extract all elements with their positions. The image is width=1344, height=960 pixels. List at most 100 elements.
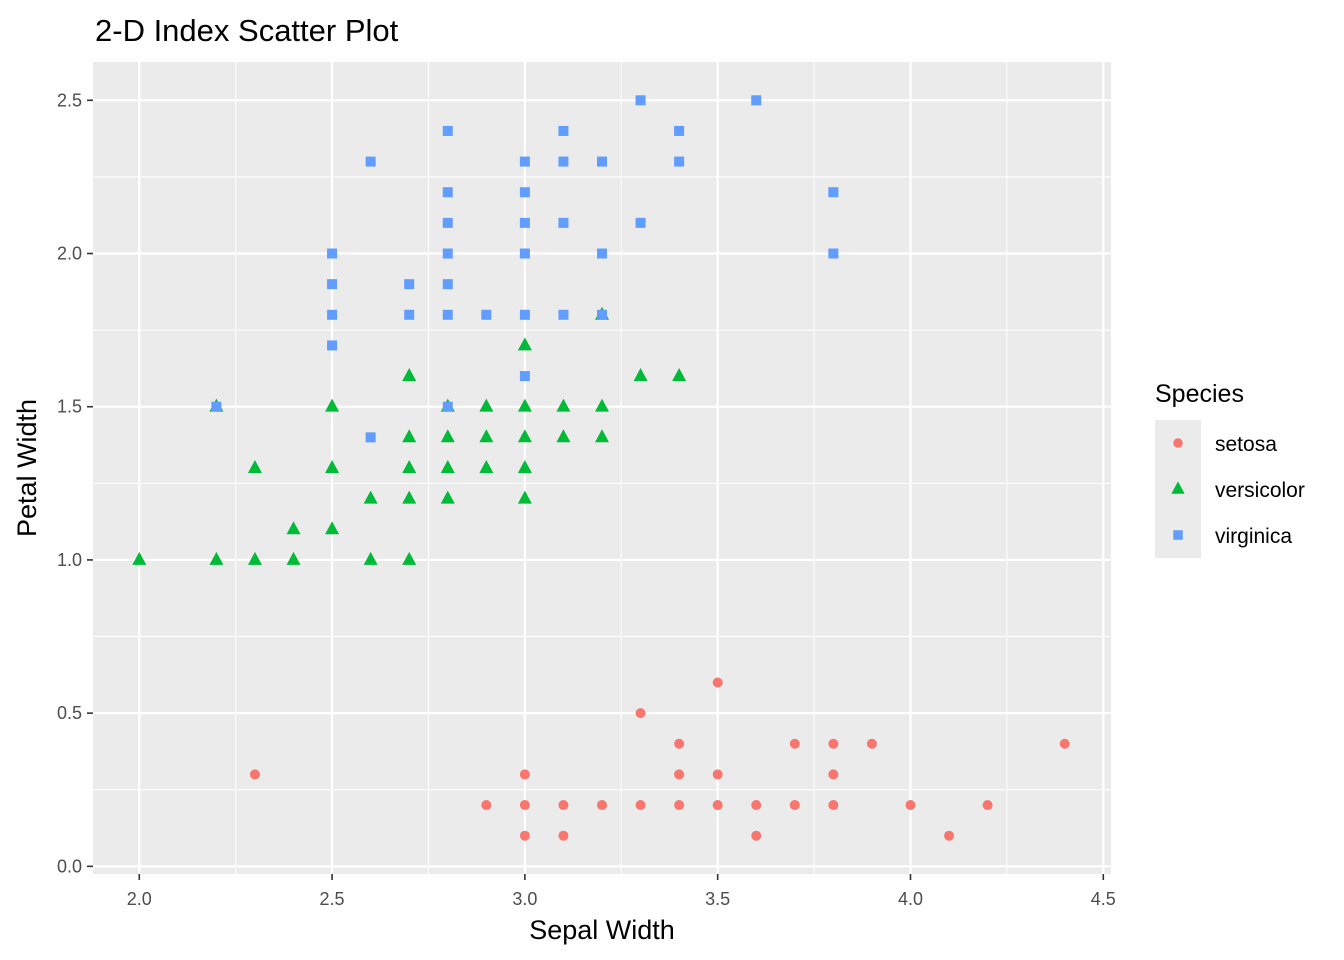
point-versicolor	[479, 459, 494, 473]
point-versicolor	[325, 521, 340, 535]
point-virginica	[519, 248, 530, 259]
point-versicolor	[440, 429, 455, 443]
point-setosa	[635, 800, 646, 811]
point-setosa	[558, 800, 569, 811]
point-versicolor	[363, 490, 378, 504]
grid-minor	[93, 62, 1111, 874]
point-virginica	[828, 248, 839, 259]
point-versicolor	[672, 368, 687, 382]
legend-label-virginica: virginica	[1215, 525, 1292, 548]
point-virginica	[519, 371, 530, 382]
point-setosa	[828, 800, 839, 811]
point-virginica	[597, 248, 607, 259]
point-setosa	[751, 830, 762, 841]
plot-panel	[93, 62, 1111, 874]
y-tick-label: 2.5	[57, 90, 82, 110]
series-virginica	[211, 95, 839, 443]
point-virginica	[635, 217, 646, 228]
point-setosa	[905, 800, 916, 811]
point-virginica	[597, 309, 607, 320]
point-virginica	[211, 401, 222, 412]
y-axis: 0.0 0.5 1.0 1.5 2.0 2.5	[57, 90, 93, 876]
point-versicolor	[402, 429, 417, 443]
point-versicolor	[556, 429, 571, 443]
point-versicolor	[517, 398, 532, 412]
point-virginica	[597, 156, 607, 167]
point-versicolor	[595, 398, 609, 412]
point-virginica	[519, 309, 530, 320]
point-virginica	[442, 125, 453, 136]
x-tick-label: 4.5	[1091, 889, 1116, 909]
point-versicolor	[286, 551, 301, 565]
point-setosa	[866, 738, 877, 749]
point-versicolor	[402, 459, 417, 473]
point-virginica	[327, 248, 338, 259]
point-versicolor	[402, 368, 417, 382]
point-virginica	[327, 279, 338, 290]
point-setosa	[519, 800, 530, 811]
point-setosa	[982, 800, 993, 811]
point-virginica	[404, 309, 415, 320]
legend-items: setosa versicolor virginica	[1155, 420, 1305, 558]
point-virginica	[365, 432, 376, 443]
legend-title: Species	[1155, 380, 1244, 408]
y-tick-label: 1.0	[57, 550, 82, 570]
legend-label-setosa: setosa	[1215, 433, 1277, 456]
point-setosa	[519, 769, 530, 780]
point-virginica	[442, 279, 453, 290]
point-versicolor	[402, 551, 417, 565]
point-versicolor	[325, 459, 340, 473]
point-virginica	[442, 217, 453, 228]
point-versicolor	[286, 521, 301, 535]
point-versicolor	[440, 459, 455, 473]
chart-title: 2-D Index Scatter Plot	[95, 13, 399, 48]
point-virginica	[635, 95, 646, 106]
series-versicolor	[132, 306, 687, 565]
point-virginica	[558, 217, 569, 228]
x-tick-label: 2.5	[320, 889, 345, 909]
point-versicolor	[325, 398, 340, 412]
point-setosa	[712, 769, 723, 780]
point-setosa	[751, 800, 762, 811]
point-virginica	[404, 279, 415, 290]
point-virginica	[519, 187, 530, 198]
point-versicolor	[209, 551, 224, 565]
point-virginica	[519, 217, 530, 228]
point-setosa	[597, 800, 607, 811]
point-versicolor	[517, 337, 532, 351]
point-virginica	[442, 401, 453, 412]
point-versicolor	[479, 398, 494, 412]
point-setosa	[249, 769, 260, 780]
point-virginica	[519, 156, 530, 167]
x-axis: 2.0 2.5 3.0 3.5 4.0 4.5	[127, 874, 1116, 909]
point-versicolor	[363, 551, 378, 565]
x-tick-label: 2.0	[127, 889, 152, 909]
point-setosa	[712, 677, 723, 688]
x-axis-title: Sepal Width	[529, 915, 675, 945]
point-versicolor	[595, 429, 609, 443]
point-versicolor	[517, 459, 532, 473]
point-setosa	[674, 738, 685, 749]
series-setosa	[249, 677, 1070, 841]
point-versicolor	[517, 490, 532, 504]
point-virginica	[828, 187, 839, 198]
point-virginica	[674, 125, 685, 136]
point-setosa	[635, 708, 646, 719]
legend-marker-virginica	[1173, 530, 1183, 540]
point-versicolor	[633, 368, 648, 382]
point-setosa	[712, 800, 723, 811]
point-setosa	[1059, 738, 1070, 749]
point-setosa	[789, 800, 800, 811]
point-setosa	[828, 738, 839, 749]
point-virginica	[674, 156, 685, 167]
y-tick-label: 1.5	[57, 397, 82, 417]
legend: Species setosa versicolor virginica	[1155, 380, 1305, 558]
x-tick-label: 4.0	[898, 889, 923, 909]
point-virginica	[481, 309, 492, 320]
legend-marker-versicolor	[1171, 481, 1185, 494]
point-setosa	[481, 800, 492, 811]
point-versicolor	[517, 429, 532, 443]
point-setosa	[674, 769, 685, 780]
point-versicolor	[440, 490, 455, 504]
